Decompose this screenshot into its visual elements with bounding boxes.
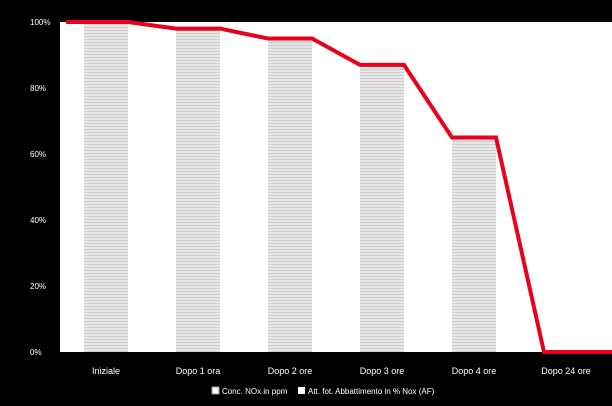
y-axis-tick-labels: 0% 20% 40% 60% 80% 100%: [30, 18, 50, 357]
x-category-label: Dopo 3 ore: [360, 366, 405, 376]
bars-group: [84, 22, 496, 353]
y-tick-label: 100%: [30, 18, 50, 27]
legend-swatch-bar: [211, 386, 220, 395]
legend-label-bar: Conc. NOx in ppm: [222, 387, 288, 396]
bar-dopo-3-ore: [360, 64, 404, 353]
bar-iniziale: [84, 22, 128, 352]
bar-dopo-1-ora: [176, 28, 220, 352]
y-tick-label: 0%: [30, 348, 42, 357]
line-series-group: [66, 20, 612, 354]
legend: Conc. NOx in ppm Att. fot. Abbattimento i…: [211, 386, 435, 396]
x-category-label: Dopo 2 ore: [268, 366, 313, 376]
x-category-label: Dopo 1 ora: [176, 366, 221, 376]
x-category-label: Dopo 4 ore: [452, 366, 497, 376]
y-tick-label: 40%: [30, 216, 46, 225]
bar-dopo-4-ore: [452, 137, 496, 352]
legend-label-line: Att. fot. Abbattimento in % Nox (AF): [308, 387, 435, 396]
plot-area: [60, 22, 612, 352]
x-category-label: Dopo 24 ore: [541, 366, 591, 376]
y-tick-label: 80%: [30, 84, 46, 93]
x-axis-category-labels: Iniziale Dopo 1 ora Dopo 2 ore Dopo 3 ore Do…: [92, 366, 591, 376]
legend-swatch-line: [298, 387, 305, 394]
y-tick-label: 60%: [30, 150, 46, 159]
bar-dopo-2-ore: [268, 38, 312, 352]
line-abbattimento: [66, 20, 612, 354]
x-category-label: Iniziale: [92, 366, 120, 376]
y-tick-label: 20%: [30, 282, 46, 291]
